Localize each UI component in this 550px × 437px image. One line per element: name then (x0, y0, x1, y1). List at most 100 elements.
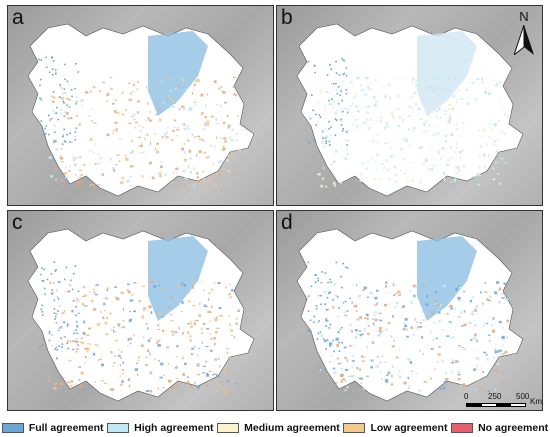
agreement-patch (425, 130, 428, 132)
agreement-patch (376, 169, 378, 171)
agreement-patch (227, 380, 230, 382)
agreement-patch (436, 337, 439, 340)
agreement-patch (414, 83, 416, 85)
agreement-patch (120, 291, 123, 294)
agreement-patch (459, 152, 461, 155)
agreement-patch (331, 98, 333, 100)
agreement-patch (166, 98, 169, 100)
agreement-patch (60, 161, 65, 163)
scale-bar: 0 250 500 Km (464, 392, 546, 412)
agreement-patch (484, 86, 487, 90)
agreement-patch (77, 71, 80, 73)
agreement-patch (342, 80, 345, 83)
agreement-patch (120, 326, 123, 329)
agreement-patch (184, 161, 186, 163)
agreement-patch (411, 77, 415, 80)
agreement-patch (129, 299, 134, 302)
agreement-patch (58, 84, 62, 87)
agreement-patch (62, 313, 64, 315)
agreement-patch (329, 361, 331, 363)
agreement-patch (63, 88, 66, 90)
agreement-patch (61, 311, 65, 314)
agreement-patch (442, 172, 446, 175)
agreement-patch (128, 98, 132, 101)
agreement-patch (62, 92, 65, 95)
agreement-patch (40, 78, 42, 81)
agreement-patch (174, 168, 177, 171)
agreement-patch (58, 96, 60, 99)
agreement-patch (127, 345, 129, 347)
agreement-patch (180, 311, 183, 313)
agreement-patch (184, 362, 187, 366)
agreement-patch (209, 320, 212, 322)
agreement-patch (492, 143, 496, 146)
agreement-patch (67, 169, 71, 172)
agreement-patch (118, 160, 121, 162)
agreement-patch (228, 283, 231, 285)
agreement-patch (158, 118, 162, 122)
agreement-patch (440, 157, 443, 160)
agreement-patch (333, 371, 337, 375)
agreement-patch (440, 88, 442, 90)
agreement-patch (196, 319, 199, 321)
agreement-patch (437, 309, 440, 312)
agreement-patch (110, 328, 112, 331)
agreement-patch (118, 324, 120, 327)
agreement-patch (170, 319, 174, 322)
agreement-patch (415, 79, 417, 82)
agreement-patch (192, 185, 195, 189)
agreement-patch (334, 294, 338, 296)
agreement-patch (330, 98, 333, 100)
agreement-patch (102, 316, 105, 320)
agreement-patch (48, 156, 52, 160)
agreement-patch (403, 158, 406, 161)
agreement-patch (344, 314, 347, 317)
agreement-patch (160, 362, 164, 366)
agreement-patch (71, 95, 73, 98)
agreement-patch (385, 159, 388, 162)
agreement-patch (331, 83, 333, 86)
agreement-patch (504, 113, 506, 116)
agreement-patch (93, 183, 95, 187)
agreement-patch (67, 380, 71, 384)
agreement-patch (389, 302, 391, 305)
agreement-patch (433, 321, 435, 325)
agreement-patch (460, 311, 463, 314)
agreement-patch (148, 283, 152, 285)
agreement-patch (64, 63, 66, 66)
legend-item-full: Full agreement (1, 422, 104, 434)
agreement-patch (359, 333, 363, 336)
agreement-patch (158, 107, 161, 110)
agreement-patch (226, 347, 229, 350)
agreement-patch (450, 371, 454, 374)
agreement-patch (131, 150, 134, 154)
agreement-patch (172, 130, 175, 133)
agreement-patch (157, 360, 160, 362)
agreement-patch (113, 326, 115, 328)
agreement-patch (496, 281, 500, 284)
agreement-patch (483, 153, 486, 157)
agreement-patch (72, 340, 76, 343)
agreement-patch (182, 78, 184, 82)
agreement-patch (121, 113, 125, 116)
agreement-patch (233, 76, 237, 78)
agreement-patch (157, 324, 160, 327)
agreement-patch (188, 149, 192, 153)
agreement-patch (474, 98, 478, 101)
agreement-patch (41, 344, 44, 346)
agreement-patch (393, 294, 395, 297)
agreement-patch (318, 366, 322, 370)
agreement-patch (345, 368, 349, 371)
agreement-patch (379, 120, 383, 123)
agreement-patch (356, 318, 360, 321)
agreement-patch (219, 385, 222, 388)
agreement-patch (325, 325, 327, 327)
agreement-patch (189, 157, 193, 160)
agreement-patch (495, 83, 498, 85)
agreement-patch (63, 335, 66, 338)
agreement-patch (313, 139, 315, 142)
agreement-patch (478, 130, 480, 131)
agreement-patch (367, 85, 370, 89)
agreement-patch (48, 71, 51, 74)
agreement-patch (197, 176, 199, 179)
